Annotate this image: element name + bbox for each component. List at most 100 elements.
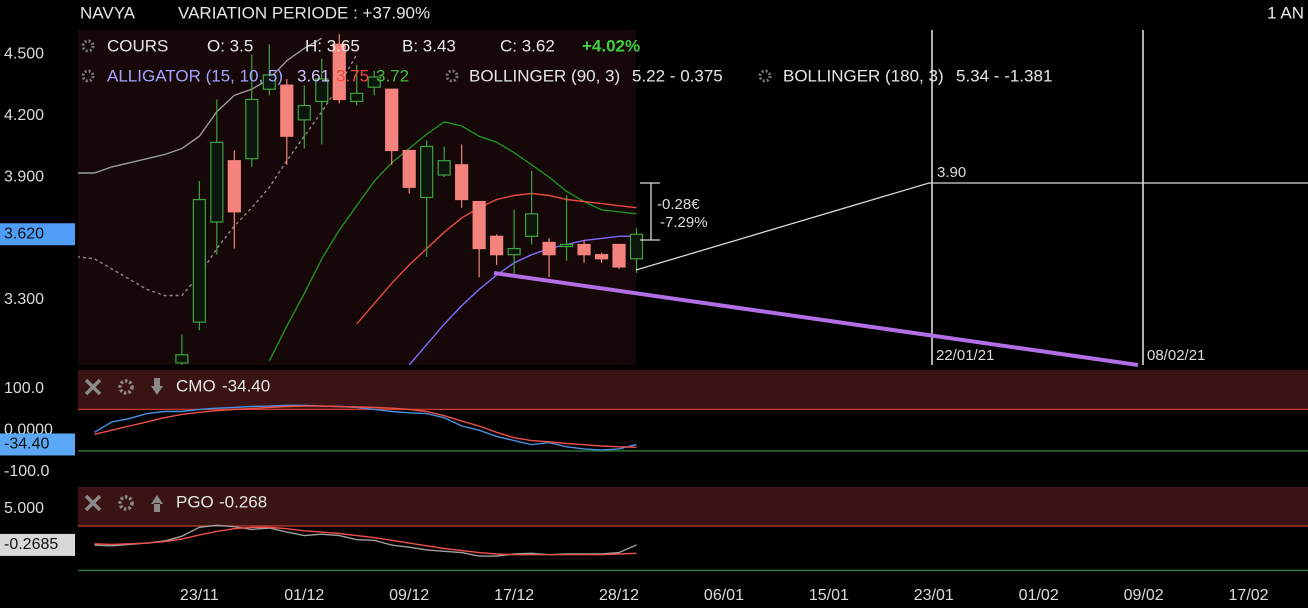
settings-icon[interactable] — [81, 69, 95, 83]
x-tick-label: 06/01 — [704, 587, 744, 604]
panel-backgrounds — [78, 370, 1308, 572]
legend: COURS O: 3.5 H: 3.65 B: 3.43 C: 3.62 +4.… — [81, 36, 1052, 85]
measure-amount: -0.28€ — [657, 196, 700, 213]
series-line — [94, 526, 637, 556]
value-tag — [0, 223, 75, 246]
legend-label: ALLIGATOR (15, 10, 5) — [107, 66, 283, 85]
legend-low: B: 3.43 — [402, 36, 456, 55]
series-line — [78, 54, 358, 297]
candle-body — [542, 241, 556, 256]
candle-body — [577, 243, 591, 256]
overbought-zone — [78, 370, 1308, 410]
projection-label: 3.90 — [937, 164, 966, 181]
x-tick-label: 09/12 — [389, 587, 429, 604]
candle-body — [280, 84, 294, 137]
candle-body — [192, 198, 206, 323]
legend-label: COURS — [107, 36, 168, 55]
legend-label: BOLLINGER (180, 3) — [783, 66, 944, 85]
legend-value: 3.61 — [297, 66, 330, 85]
candle-body — [559, 243, 574, 248]
legend-value: 3.75 — [336, 66, 369, 85]
candle-body — [262, 74, 276, 90]
legend-high: H: 3.65 — [305, 36, 360, 55]
x-tick-label: 01/02 — [1019, 587, 1059, 604]
y-tick-label: 5.000 — [4, 500, 44, 517]
price-plot — [78, 34, 644, 365]
candle-body — [315, 78, 329, 103]
settings-icon[interactable] — [118, 379, 134, 395]
settings-icon[interactable] — [758, 69, 772, 83]
header: NAVYA VARIATION PERIODE : +37.90% 1 AN — [80, 3, 1304, 22]
candle-body — [385, 88, 399, 152]
indicator-value: -0.268 — [219, 492, 267, 511]
candle-body — [612, 243, 626, 268]
candle-body — [507, 247, 521, 256]
series-line — [356, 192, 637, 325]
symbol: NAVYA — [80, 3, 136, 22]
indicator-title: PGO — [176, 492, 214, 511]
x-tick-label: 28/12 — [599, 587, 639, 604]
legend-value: 5.34 - -1.381 — [956, 66, 1052, 85]
overlays: 23/11 01/12 09/12 17/12 28/12 06/01 15/01 23/01… — [0, 46, 1269, 604]
candle-body — [175, 354, 189, 364]
settings-icon[interactable] — [118, 495, 134, 511]
candle-body — [245, 98, 259, 160]
y-tick-label: 3.900 — [4, 168, 44, 185]
settings-icon[interactable] — [81, 39, 95, 53]
legend-label: BOLLINGER (90, 3) — [469, 66, 620, 85]
candle-body — [350, 92, 364, 103]
x-tick-label: 01/12 — [284, 587, 324, 604]
candle-body — [367, 76, 381, 88]
y-tick-label: 4.200 — [4, 107, 44, 124]
indicator-title: CMO — [176, 376, 216, 395]
close-icon[interactable] — [84, 378, 102, 396]
x-tick-label: 17/12 — [494, 587, 534, 604]
settings-icon[interactable] — [445, 69, 459, 83]
legend-value: 3.72 — [376, 66, 409, 85]
projection-line — [635, 182, 1308, 271]
candle-body — [629, 233, 644, 260]
trend-line — [493, 271, 1139, 367]
y-tick-label: 3.300 — [4, 291, 44, 308]
value-tag — [0, 433, 75, 456]
y-tick-label: 100.0 — [4, 380, 44, 397]
candle-body — [402, 149, 416, 188]
move-up-icon[interactable] — [151, 495, 163, 512]
value-tag — [0, 533, 75, 556]
x-tick-label: 23/11 — [180, 587, 219, 604]
series-line — [94, 405, 637, 448]
pgo-header: PGO -0.268 — [84, 492, 267, 512]
date-marker-label: 08/02/21 — [1147, 347, 1205, 364]
measure-bracket — [640, 182, 660, 241]
value-tag-label: 3.620 — [4, 225, 44, 242]
y-tick-label: 4.500 — [4, 46, 44, 63]
candle-body — [455, 164, 469, 201]
variation: VARIATION PERIODE : +37.90% — [178, 3, 430, 22]
date-marker-label: 22/01/21 — [936, 347, 994, 364]
candle-body — [210, 141, 224, 223]
x-tick-label: 17/02 — [1229, 587, 1269, 604]
candle-body — [472, 200, 486, 250]
legend-open: O: 3.5 — [207, 36, 253, 55]
value-tag-label: -0.2685 — [4, 536, 58, 553]
candle-body — [437, 160, 451, 176]
pgo-plot — [94, 524, 637, 557]
period[interactable]: 1 AN — [1267, 3, 1304, 22]
x-tick-label: 15/01 — [809, 587, 849, 604]
cmo-header: CMO -34.40 — [84, 376, 270, 396]
overbought-zone — [78, 487, 1308, 526]
series-line — [408, 235, 637, 365]
candle-body — [594, 254, 609, 260]
x-tick-label: 23/01 — [914, 587, 954, 604]
drawings: 3.90 22/01/21 08/02/21 -0.28€ -7.29% — [493, 30, 1308, 367]
candle-body — [524, 213, 539, 237]
cmo-plot — [94, 404, 637, 451]
y-tick-label: -100.0 — [4, 463, 49, 480]
move-down-icon[interactable] — [151, 378, 163, 395]
series-line — [268, 121, 637, 362]
close-icon[interactable] — [84, 494, 102, 512]
candle-body — [297, 104, 311, 121]
legend-close: C: 3.62 — [500, 36, 555, 55]
